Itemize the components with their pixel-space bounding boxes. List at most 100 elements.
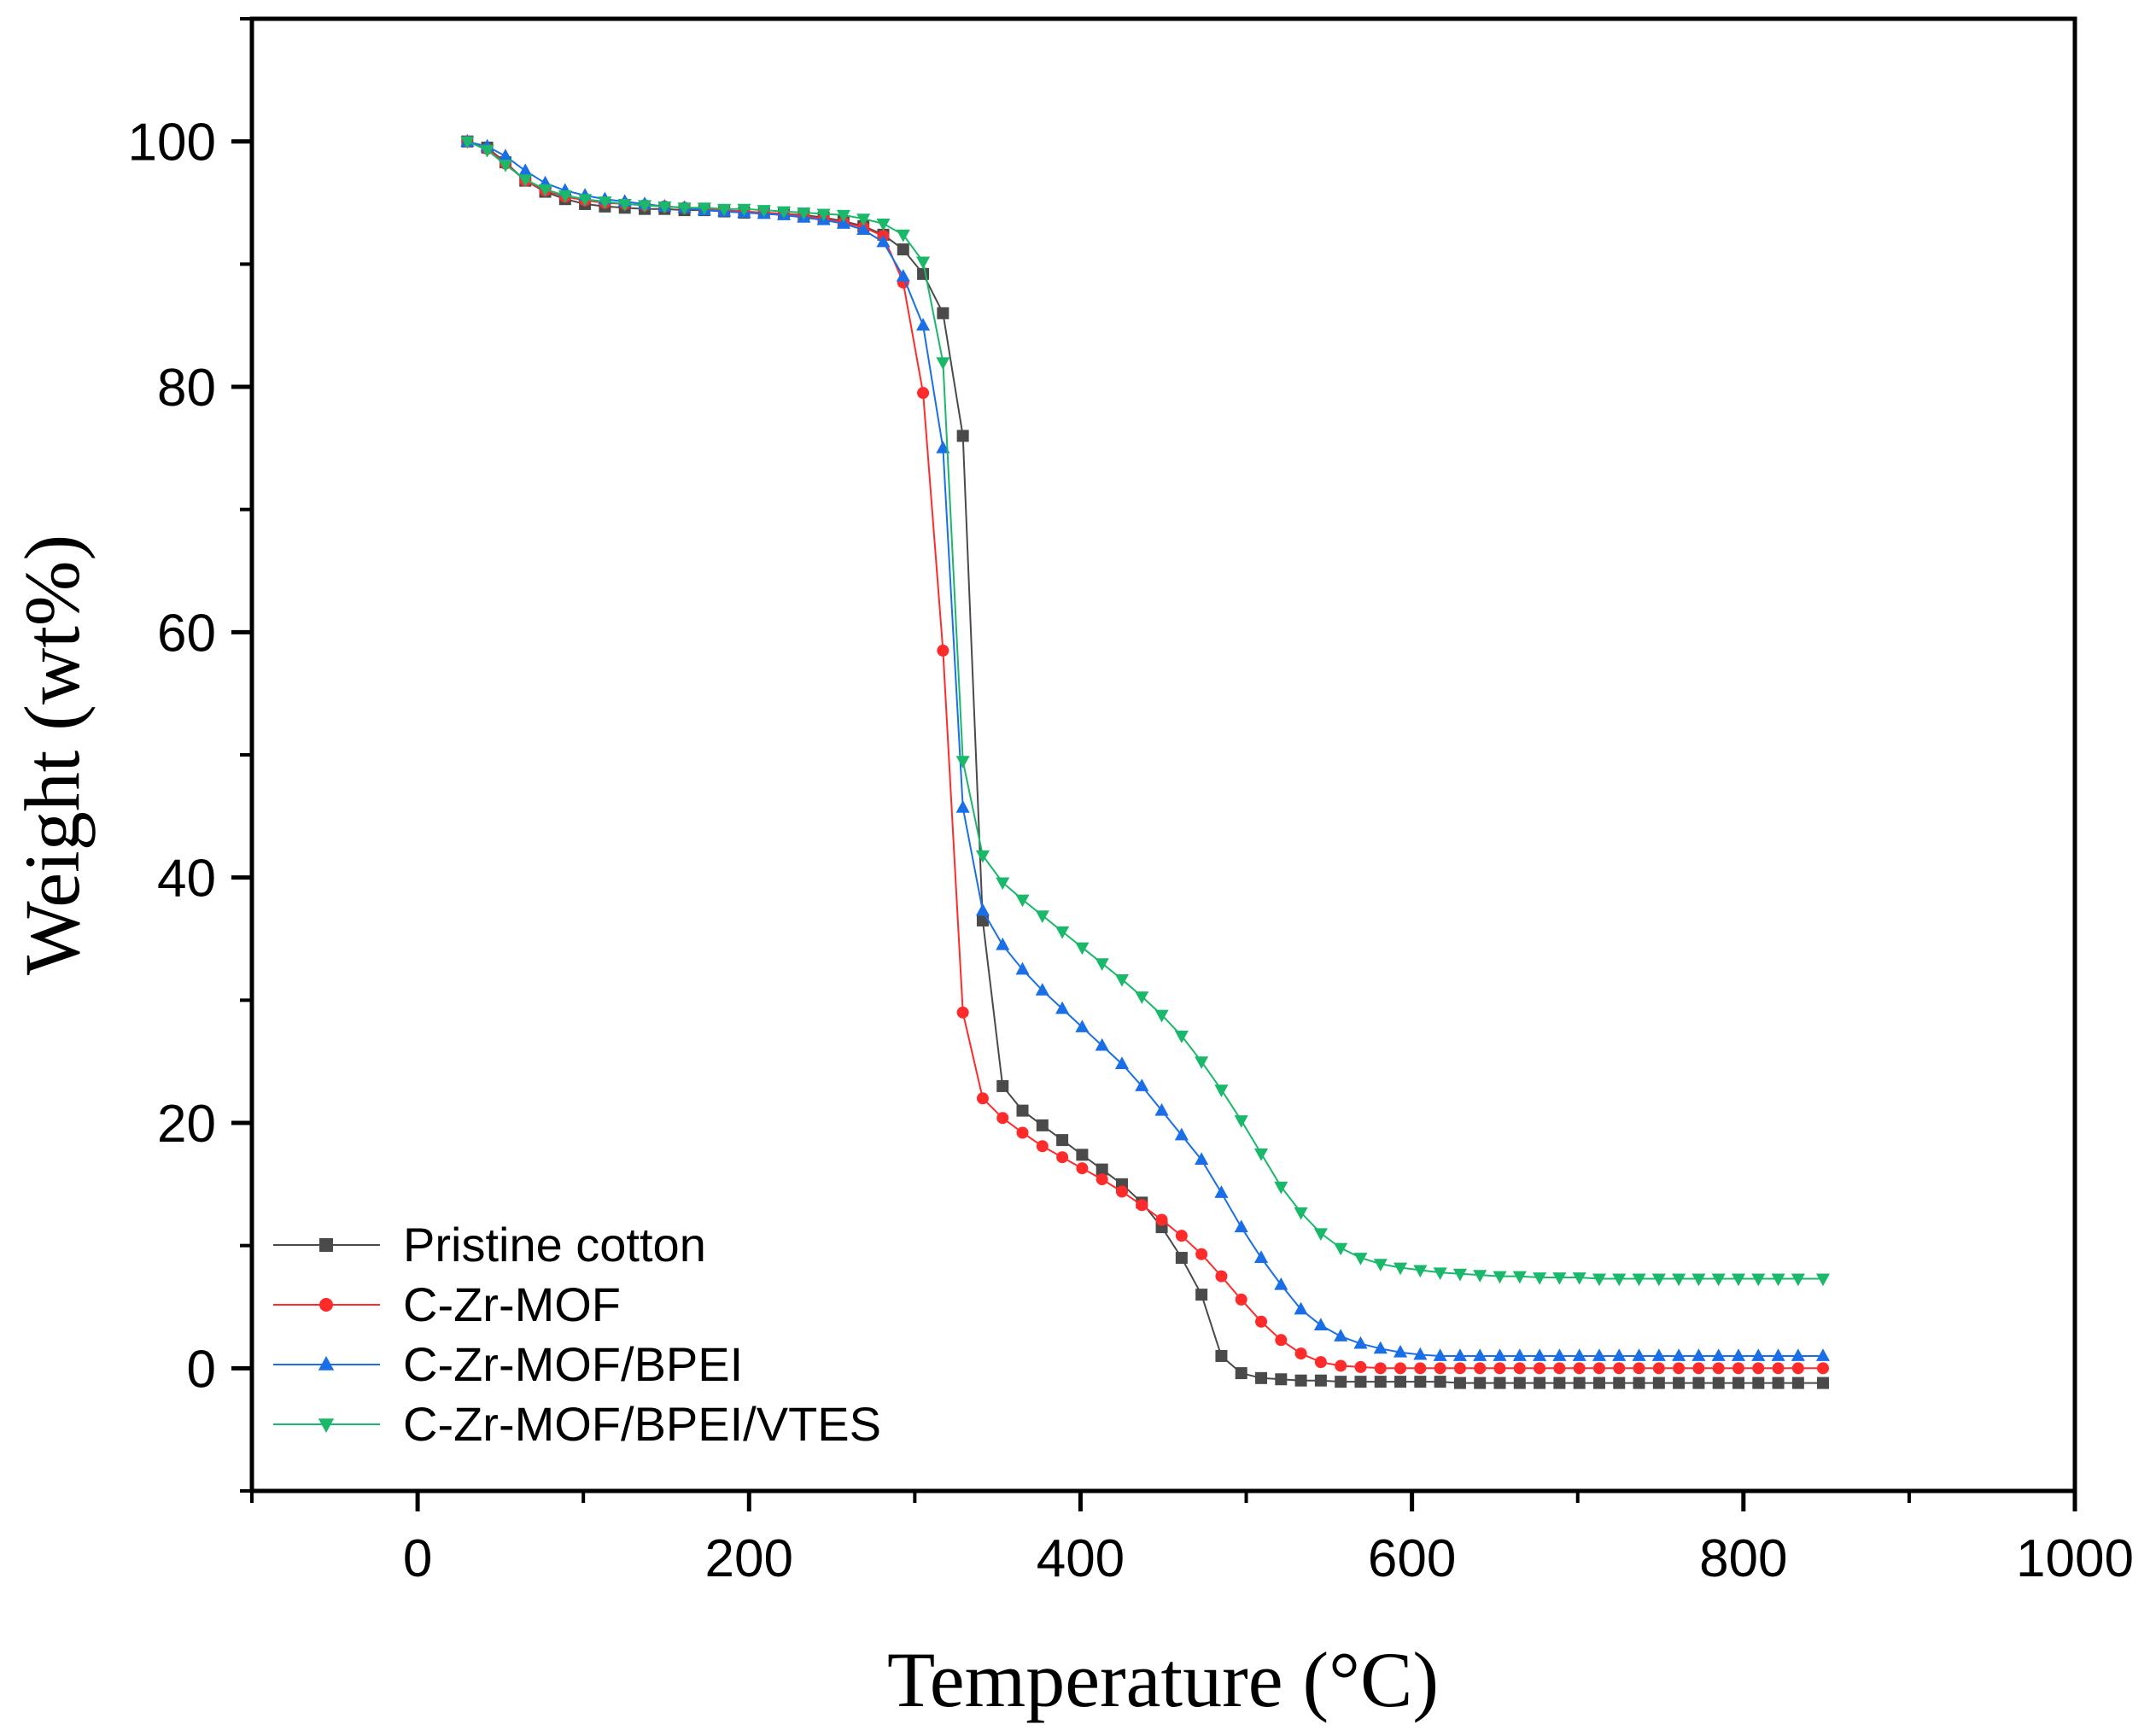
data-point-3-36 [1174,1031,1189,1043]
data-point-1-50 [1453,1362,1466,1375]
data-point-0-67 [1791,1377,1804,1389]
data-point-3-52 [1493,1271,1507,1284]
legend-label-1: C-Zr-MOF [403,1277,621,1331]
data-point-2-32 [1095,1038,1109,1051]
data-point-1-67 [1791,1362,1804,1375]
data-point-1-35 [1155,1213,1168,1226]
data-point-1-53 [1513,1362,1526,1375]
data-point-0-60 [1652,1377,1665,1389]
data-point-2-54 [1533,1348,1547,1361]
legend-item-0: Pristine cotton [273,1218,706,1271]
data-point-0-64 [1732,1377,1744,1389]
data-point-2-60 [1651,1348,1666,1361]
data-point-0-43 [1314,1374,1327,1387]
data-point-3-20 [856,213,871,226]
data-point-1-30 [1056,1151,1069,1164]
data-point-2-67 [1791,1348,1805,1361]
data-point-0-56 [1573,1377,1586,1389]
data-point-1-55 [1553,1362,1566,1375]
data-point-3-21 [876,218,891,231]
data-point-1-58 [1613,1362,1626,1375]
data-point-2-39 [1234,1219,1248,1233]
data-point-1-59 [1633,1362,1645,1375]
data-point-3-2 [498,160,513,172]
data-point-3-4 [538,184,552,197]
data-point-0-68 [1816,1377,1829,1389]
data-point-1-37 [1195,1248,1208,1260]
data-point-1-44 [1335,1359,1347,1372]
y-tick-label-5: 100 [128,114,216,172]
data-point-2-24 [936,441,950,453]
data-point-3-14 [737,203,751,217]
data-point-2-64 [1731,1348,1746,1361]
data-point-0-31 [1076,1149,1089,1161]
data-point-2-29 [1035,983,1049,996]
data-point-1-54 [1534,1362,1546,1375]
data-point-2-42 [1294,1301,1308,1315]
data-point-3-13 [717,203,732,217]
data-point-3-11 [677,202,692,215]
data-point-0-46 [1374,1376,1387,1388]
data-point-3-40 [1253,1148,1269,1161]
data-point-3-0 [460,136,475,149]
legend-label-0: Pristine cotton [403,1218,706,1271]
data-point-3-25 [955,756,970,769]
data-point-1-24 [937,644,949,657]
data-point-0-45 [1354,1376,1367,1388]
data-point-1-25 [956,1006,969,1019]
data-point-2-34 [1135,1078,1149,1091]
data-point-2-62 [1691,1348,1706,1361]
data-point-3-41 [1274,1181,1288,1195]
data-point-3-22 [896,229,910,243]
legend-label-3: C-Zr-MOF/BPEI/VTES [403,1397,881,1451]
data-point-3-68 [1815,1273,1831,1287]
data-point-2-45 [1353,1336,1368,1349]
data-point-3-44 [1334,1242,1348,1256]
data-point-3-17 [797,208,811,220]
legend-marker-3 [318,1418,335,1433]
data-point-3-67 [1791,1273,1805,1287]
x-axis-title: Temperature (°C) [887,1636,1439,1723]
data-point-0-58 [1613,1377,1626,1389]
data-point-0-29 [1036,1119,1049,1131]
data-point-2-22 [896,268,910,282]
data-point-1-49 [1434,1362,1446,1375]
data-point-2-44 [1334,1329,1348,1341]
data-point-3-26 [975,850,990,863]
data-point-0-63 [1712,1377,1725,1389]
data-point-1-65 [1752,1362,1765,1375]
data-point-2-27 [996,937,1010,950]
data-point-1-38 [1215,1270,1228,1283]
x-tick-label-3: 600 [1368,1529,1456,1588]
data-point-1-47 [1394,1362,1407,1375]
data-point-3-37 [1195,1056,1209,1069]
data-point-2-23 [916,318,931,331]
data-point-0-47 [1394,1376,1407,1388]
data-point-0-22 [897,243,909,256]
data-point-1-41 [1275,1334,1288,1347]
data-point-0-38 [1215,1349,1228,1362]
data-point-1-62 [1692,1362,1705,1375]
data-point-1-28 [1016,1126,1029,1139]
data-point-0-51 [1474,1377,1487,1389]
data-point-1-26 [976,1092,989,1105]
data-point-0-37 [1195,1289,1208,1301]
x-tick-label-4: 800 [1699,1529,1787,1588]
data-point-3-35 [1154,1009,1169,1023]
data-point-3-46 [1373,1259,1388,1271]
data-point-2-51 [1473,1348,1487,1361]
data-point-3-12 [697,202,711,215]
data-point-2-30 [1055,1001,1070,1014]
data-point-0-30 [1056,1134,1069,1147]
data-point-2-46 [1373,1341,1388,1354]
data-point-2-57 [1592,1348,1607,1361]
data-point-3-61 [1672,1273,1686,1287]
data-point-3-33 [1114,973,1130,987]
data-point-3-60 [1651,1273,1666,1287]
data-point-2-38 [1214,1185,1229,1198]
data-point-3-5 [558,190,572,203]
data-point-0-36 [1175,1252,1188,1265]
data-point-3-65 [1751,1273,1766,1287]
